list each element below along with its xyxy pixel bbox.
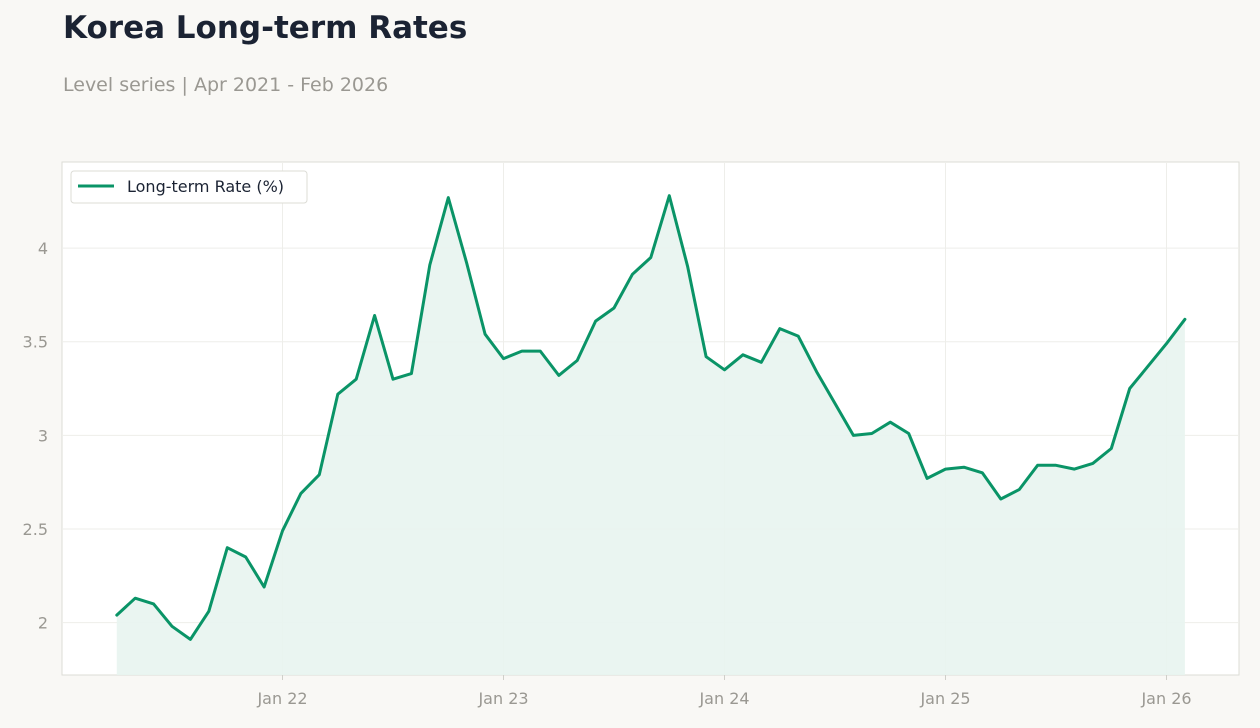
- data-point: [741, 353, 745, 357]
- data-point: [1017, 488, 1021, 492]
- data-point: [944, 467, 948, 471]
- data-point: [1165, 342, 1169, 346]
- y-axis: 2 2.5 3 3.5 4: [23, 239, 48, 632]
- data-point: [778, 327, 782, 331]
- data-point: [170, 624, 174, 628]
- data-point: [1091, 461, 1095, 465]
- data-point: [686, 265, 690, 269]
- data-point: [851, 433, 855, 437]
- data-point: [833, 402, 837, 406]
- legend: Long-term Rate (%): [70, 170, 308, 204]
- data-point: [225, 546, 229, 550]
- chart-title: Korea Long-term Rates: [63, 10, 468, 46]
- data-point: [538, 349, 542, 353]
- data-point: [336, 392, 340, 396]
- data-point: [520, 349, 524, 353]
- x-tick-label: Jan 26: [1140, 689, 1191, 708]
- data-point: [354, 377, 358, 381]
- data-point: [1183, 317, 1187, 321]
- data-point: [115, 613, 119, 617]
- data-point: [188, 637, 192, 641]
- data-point: [1109, 447, 1113, 451]
- x-tick-label: Jan 23: [477, 689, 528, 708]
- data-point: [575, 359, 579, 363]
- data-point: [207, 609, 211, 613]
- data-point: [262, 585, 266, 589]
- data-point: [1146, 364, 1150, 368]
- data-point: [317, 473, 321, 477]
- data-point: [630, 272, 634, 276]
- y-tick-label: 3: [38, 426, 48, 445]
- series-line-layer: [115, 194, 1187, 641]
- data-point: [299, 491, 303, 495]
- series-line: [115, 194, 1187, 641]
- y-tick-label: 3.5: [23, 333, 48, 352]
- data-point: [612, 306, 616, 310]
- data-point: [980, 471, 984, 475]
- data-point: [244, 555, 248, 559]
- y-tick-label: 4: [38, 239, 48, 258]
- area-fill-layer: [116, 195, 1185, 675]
- data-point: [1128, 387, 1132, 391]
- data-point: [133, 596, 137, 600]
- y-tick-label: 2: [38, 614, 48, 633]
- data-point: [759, 360, 763, 364]
- series-area: [116, 195, 1185, 675]
- data-point: [649, 256, 653, 260]
- data-point: [446, 196, 450, 200]
- data-point: [557, 373, 561, 377]
- data-point: [483, 332, 487, 336]
- x-tick-label: Jan 22: [256, 689, 307, 708]
- data-point: [502, 357, 506, 361]
- data-point: [281, 529, 285, 533]
- data-point: [1054, 463, 1058, 467]
- data-point: [907, 432, 911, 436]
- data-point: [870, 432, 874, 436]
- y-tick-label: 2.5: [23, 520, 48, 539]
- data-point: [1072, 467, 1076, 471]
- data-point: [925, 476, 929, 480]
- data-point: [391, 377, 395, 381]
- x-tick-label: Jan 24: [698, 689, 749, 708]
- data-point: [594, 319, 598, 323]
- data-point: [815, 370, 819, 374]
- data-point: [962, 465, 966, 469]
- legend-label: Long-term Rate (%): [127, 177, 284, 196]
- data-point: [428, 263, 432, 267]
- data-point: [667, 194, 671, 198]
- data-point: [409, 372, 413, 376]
- data-point: [465, 261, 469, 265]
- data-point: [1036, 463, 1040, 467]
- data-point: [796, 334, 800, 338]
- data-point: [888, 420, 892, 424]
- data-point: [723, 368, 727, 372]
- data-point: [704, 355, 708, 359]
- data-point: [152, 602, 156, 606]
- x-axis: Jan 22 Jan 23 Jan 24 Jan 25 Jan 26: [256, 675, 1192, 708]
- data-point: [373, 314, 377, 318]
- legend-box: [70, 170, 308, 204]
- x-tick-label: Jan 25: [919, 689, 970, 708]
- data-point: [999, 497, 1003, 501]
- chart-subtitle: Level series | Apr 2021 - Feb 2026: [63, 74, 389, 96]
